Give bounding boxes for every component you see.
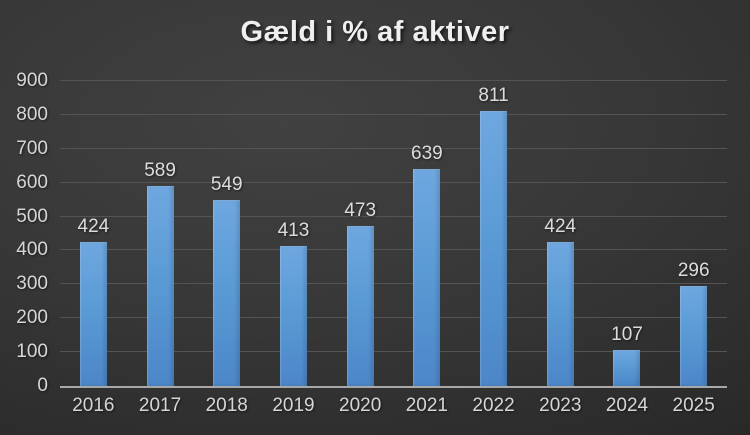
x-axis-tick-label: 2020 — [339, 395, 382, 416]
y-axis-tick-label: 500 — [16, 205, 48, 227]
bar-2017 — [146, 186, 174, 386]
plot-area — [60, 80, 727, 388]
bar-value-label: 424 — [544, 216, 577, 238]
bar-value-label: 296 — [677, 259, 710, 281]
y-axis-tick-label: 400 — [16, 239, 48, 261]
bar-slot: 413 — [260, 81, 327, 386]
y-axis-tick-label: 300 — [16, 273, 48, 295]
bar-value-label: 639 — [411, 143, 443, 165]
bar-2016 — [79, 242, 107, 386]
bar-slot: 296 — [660, 81, 727, 386]
gridline — [60, 283, 727, 285]
y-axis-tick-label: 100 — [16, 341, 48, 363]
bar-slot: 639 — [394, 81, 461, 386]
bar-slot: 424 — [527, 81, 594, 386]
x-axis: 2016 2017 2018 2019 2020 2021 2022 2023 2024 2025 — [60, 395, 727, 417]
x-axis-tick-label: 2016 — [72, 395, 115, 416]
bar-2024 — [613, 349, 641, 386]
y-axis: 0 100 200 300 400 500 600 700 800 900 — [0, 70, 48, 396]
y-axis-tick-label: 900 — [16, 70, 48, 91]
bar-value-label: 424 — [77, 216, 110, 238]
chart-title: Gæld i % af aktiver — [240, 16, 510, 48]
y-axis-tick-label: 200 — [16, 307, 48, 329]
bar-value-label: 413 — [277, 220, 310, 242]
bar-value-label: 811 — [478, 85, 509, 107]
bar-slot: 589 — [127, 81, 194, 386]
bar-2020 — [346, 225, 374, 386]
bar-slot: 811 — [460, 81, 527, 386]
bar-value-label: 473 — [344, 199, 377, 221]
x-axis-tick-label: 2025 — [672, 395, 715, 416]
gridline — [60, 147, 727, 149]
bar-slot: 473 — [327, 81, 394, 386]
y-axis-tick-label: 700 — [16, 137, 48, 159]
gridline — [60, 317, 727, 319]
x-axis-tick-label: 2019 — [272, 395, 315, 416]
gridline — [60, 215, 727, 217]
bar-slot: 424 — [60, 81, 127, 386]
bar-slot: 549 — [193, 81, 260, 386]
bar-value-label: 589 — [144, 160, 176, 182]
bar-series: 424 589 549 413 473 639 811 424 107 296 — [60, 81, 727, 386]
x-axis-tick-label: 2021 — [405, 395, 448, 416]
gridline — [60, 181, 727, 183]
gridline — [60, 249, 727, 251]
x-axis-tick-label: 2022 — [472, 395, 515, 416]
bar-2023 — [546, 242, 574, 386]
bar-slot: 107 — [594, 81, 661, 386]
bar-2025 — [680, 285, 708, 386]
x-axis-tick-label: 2017 — [138, 395, 182, 416]
gridline — [60, 80, 727, 81]
x-axis-tick-label: 2018 — [205, 395, 248, 416]
bar-2018 — [213, 199, 241, 386]
y-axis-tick-label: 800 — [16, 103, 48, 125]
bar-value-label: 107 — [611, 323, 643, 345]
bar-2022 — [480, 111, 508, 386]
bar-2021 — [413, 169, 441, 386]
bar-value-label: 549 — [210, 173, 243, 195]
gridline — [60, 351, 727, 353]
y-axis-tick-label: 600 — [16, 171, 48, 193]
x-axis-tick-label: 2023 — [539, 395, 582, 416]
y-axis-tick-label: 0 — [37, 375, 48, 396]
gridline — [60, 113, 727, 115]
x-axis-tick-label: 2024 — [605, 395, 649, 416]
bar-2019 — [279, 246, 307, 386]
